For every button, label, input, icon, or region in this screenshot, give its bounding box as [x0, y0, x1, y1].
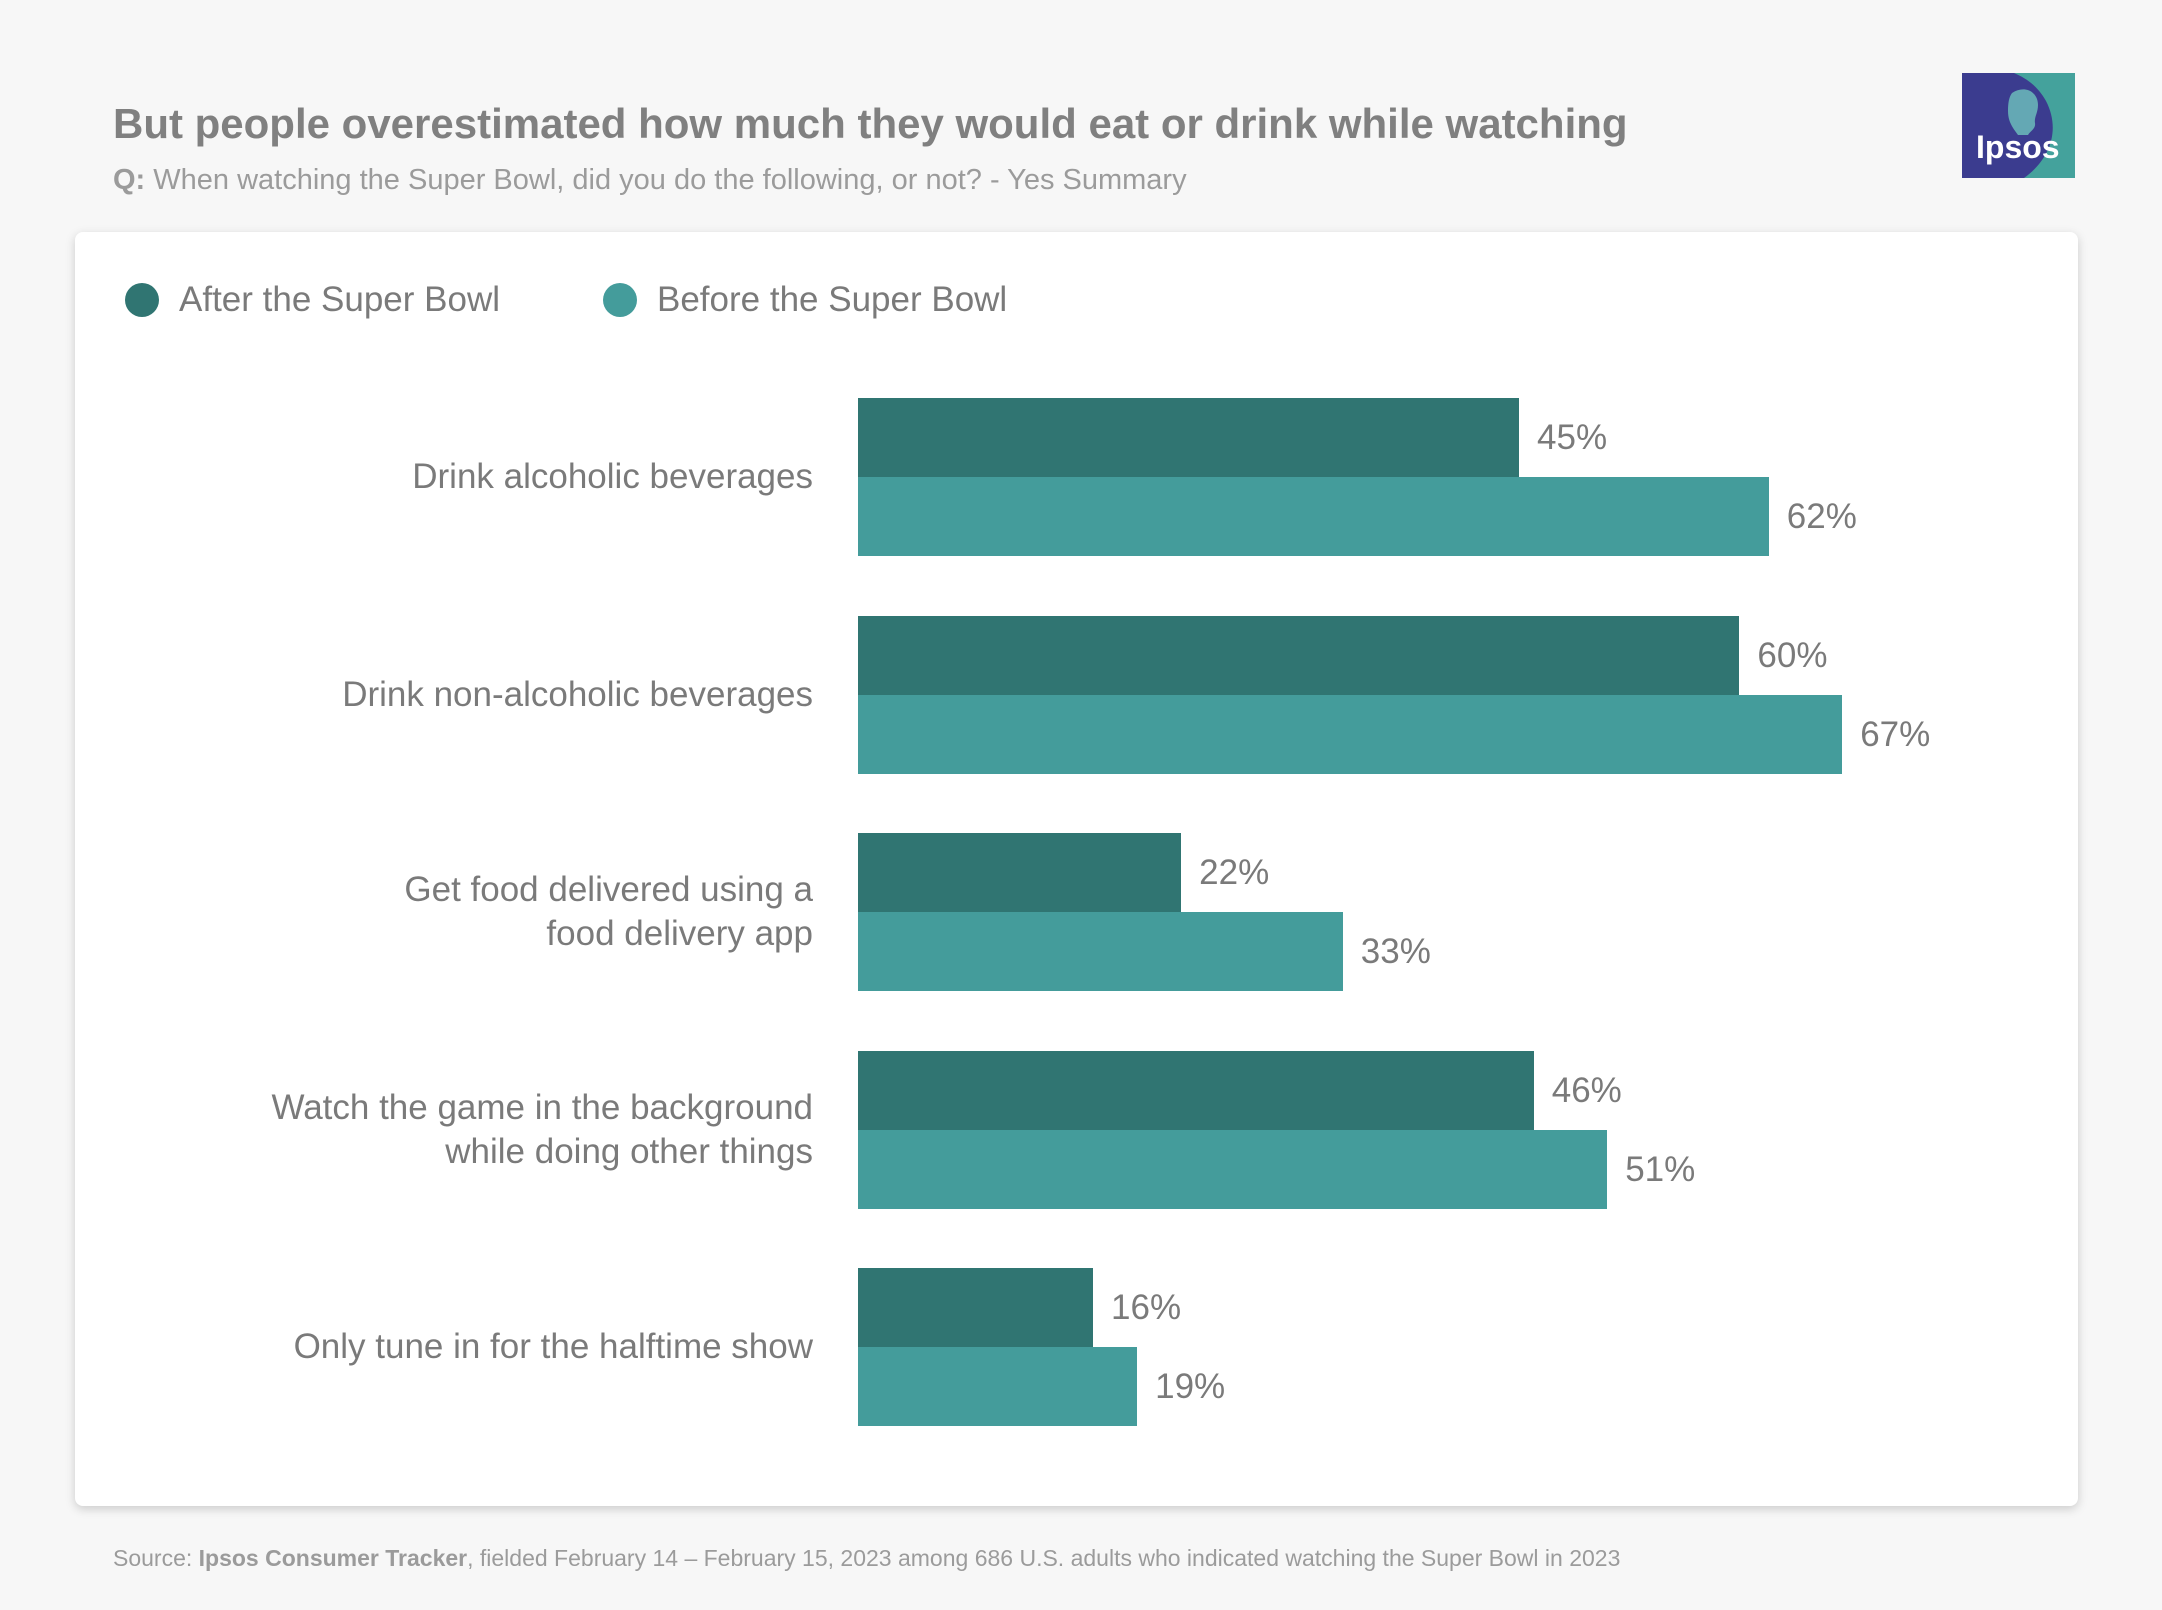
data-label: 19%: [1155, 1367, 1226, 1406]
category-label: Drink non-alcoholic beverages: [113, 673, 813, 717]
category-label: Watch the game in the background while do…: [113, 1086, 813, 1174]
bar-before: [858, 1129, 1608, 1209]
bar-before: [858, 1347, 1138, 1426]
bar-after: [858, 398, 1520, 477]
chart-subtitle: Q: When watching the Super Bowl, did you…: [113, 164, 1187, 197]
category-label: Drink alcoholic beverages: [113, 455, 813, 499]
chart-legend: After the Super Bowl Before the Super Bo…: [125, 276, 1110, 324]
category-label-line: food delivery app: [546, 914, 813, 953]
ipsos-logo: Ipsos: [1962, 73, 2075, 178]
legend-item-before: Before the Super Bowl: [603, 280, 1007, 320]
source-note: Source: Ipsos Consumer Tracker, fielded …: [113, 1545, 1620, 1572]
bar-before: [858, 694, 1843, 774]
category-label-line: Drink non-alcoholic beverages: [342, 674, 813, 714]
ipsos-logo-text: Ipsos: [1976, 129, 2060, 165]
category-label-line: Get food delivered using a: [404, 870, 813, 909]
data-label: 51%: [1625, 1149, 1696, 1189]
source-details: , fielded February 14 – February 15, 202…: [467, 1545, 1621, 1571]
legend-swatch-before: [603, 283, 637, 317]
data-label: 60%: [1757, 635, 1828, 675]
data-label: 46%: [1551, 1070, 1622, 1110]
category-label-line: Drink alcoholic beverages: [412, 457, 813, 496]
data-label: 16%: [1111, 1288, 1182, 1327]
subtitle-question-prefix: Q:: [113, 164, 146, 196]
legend-item-after: After the Super Bowl: [125, 280, 500, 320]
chart-title: But people overestimated how much they w…: [113, 100, 1628, 147]
bar-before: [858, 477, 1769, 556]
legend-label-after: After the Super Bowl: [179, 280, 500, 319]
category-label-line: Watch the game in the background: [271, 1087, 813, 1127]
ipsos-logo-graphic: Ipsos: [1962, 73, 2075, 178]
data-label: 22%: [1199, 853, 1270, 892]
subtitle-question-text: When watching the Super Bowl, did you do…: [145, 164, 1187, 196]
bar-after: [858, 1050, 1534, 1130]
source-name: Ipsos Consumer Tracker: [198, 1545, 468, 1571]
source-prefix: Source:: [113, 1545, 199, 1571]
legend-label-before: Before the Super Bowl: [657, 280, 1008, 319]
bar-after: [858, 833, 1182, 912]
data-label: 45%: [1537, 418, 1608, 457]
bar-after: [858, 1268, 1094, 1347]
bar-before: [858, 912, 1343, 991]
category-label: Only tune in for the halftime show: [113, 1325, 813, 1369]
chart-card: After the Super Bowl Before the Super Bo…: [75, 232, 2078, 1506]
category-label-line: Only tune in for the halftime show: [293, 1327, 813, 1366]
data-label: 67%: [1860, 714, 1931, 754]
bar-after: [858, 615, 1740, 695]
category-label: Get food delivered using a food delivery …: [113, 868, 813, 956]
data-label: 33%: [1360, 932, 1431, 971]
legend-swatch-after: [125, 283, 159, 317]
category-label-line: while doing other things: [445, 1131, 813, 1171]
data-label: 62%: [1786, 497, 1857, 536]
